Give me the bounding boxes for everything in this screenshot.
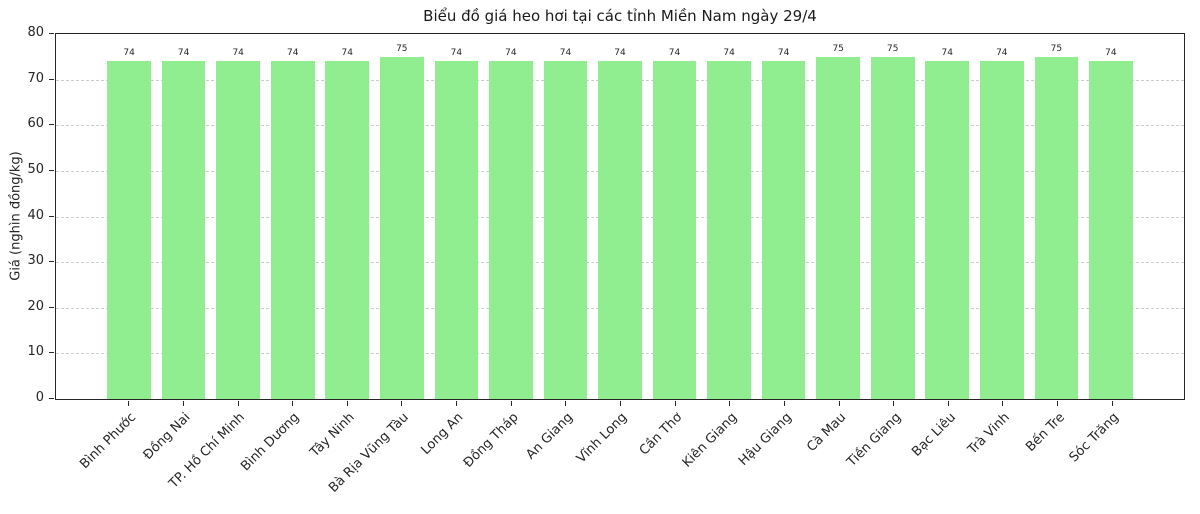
bar xyxy=(1034,56,1079,399)
x-tick-mark xyxy=(838,401,840,406)
x-tick-mark xyxy=(674,401,676,406)
y-tick-mark xyxy=(49,352,54,353)
x-tick-label: An Giang xyxy=(523,410,576,463)
bar-value-label: 75 xyxy=(832,43,844,54)
y-tick-label: 20 xyxy=(27,299,44,314)
y-tick-mark xyxy=(49,216,54,217)
x-tick-mark xyxy=(401,401,403,406)
x-tick-label: Đồng Tháp xyxy=(460,410,522,471)
y-tick-mark xyxy=(49,124,54,125)
y-tick-label: 60 xyxy=(27,116,44,131)
y-tick-label: 40 xyxy=(27,208,44,223)
bar xyxy=(161,61,206,399)
y-tick-label: 80 xyxy=(27,25,44,40)
x-tick-label: Bình Dương xyxy=(238,410,303,475)
bar xyxy=(216,61,260,399)
bar-value-label: 74 xyxy=(777,48,790,59)
bar xyxy=(107,61,151,399)
x-tick-label: Bến Tre xyxy=(1022,410,1068,455)
y-tick-label: 70 xyxy=(27,71,44,86)
bar-value-label: 74 xyxy=(450,48,463,59)
x-tick-mark xyxy=(292,401,294,406)
bar xyxy=(489,61,533,399)
bar-value-label: 74 xyxy=(668,48,681,59)
x-tick-mark xyxy=(182,401,184,406)
x-tick-label: Long An xyxy=(418,410,467,458)
x-tick-label: Tây Ninh xyxy=(307,410,358,461)
x-tick-mark xyxy=(1057,401,1059,406)
x-tick-mark xyxy=(1111,401,1113,406)
x-tick-mark xyxy=(1002,401,1004,406)
bar-value-label: 74 xyxy=(614,48,626,59)
bar xyxy=(434,61,479,399)
x-tick-label: Sóc Trăng xyxy=(1067,410,1123,466)
x-tick-mark xyxy=(237,401,239,406)
bar-value-label: 74 xyxy=(723,48,735,59)
y-tick-label: 50 xyxy=(27,162,44,177)
bar-value-label: 75 xyxy=(396,43,408,54)
x-tick-mark xyxy=(620,401,621,406)
x-tick-mark xyxy=(456,401,458,406)
y-tick-mark xyxy=(49,79,54,80)
x-tick-label: Đồng Nai xyxy=(140,410,194,464)
bar xyxy=(380,56,424,399)
plot-area: 74 74 74 74 74 75 74 74 74 74 74 74 74 75 75 74 74 75 74 xyxy=(55,33,1185,400)
bars-layer: 74 74 74 74 74 75 74 74 74 74 74 74 74 75 75 74 74 75 74 xyxy=(56,34,1184,399)
bar-value-label: 74 xyxy=(996,48,1008,59)
bar-value-label: 74 xyxy=(177,48,190,59)
bar-value-label: 75 xyxy=(1050,43,1063,54)
x-tick-label: Hậu Giang xyxy=(735,410,795,469)
bar-value-label: 75 xyxy=(886,43,899,54)
x-axis: Bình Phước Đồng Nai TP. Hồ Chí Minh Bình Dư… xyxy=(55,401,1185,513)
y-tick-mark xyxy=(49,170,54,171)
y-tick-label: 30 xyxy=(27,253,44,268)
bar xyxy=(270,61,315,399)
x-tick-label: Bình Phước xyxy=(76,410,139,472)
x-tick-label: Trà Vinh xyxy=(965,410,1014,458)
bar-value-label: 74 xyxy=(286,48,299,59)
bar xyxy=(816,56,860,399)
bar-value-label: 74 xyxy=(1105,48,1117,59)
x-tick-label: Bạc Liêu xyxy=(908,410,959,460)
x-tick-mark xyxy=(346,401,348,406)
bar xyxy=(707,61,751,399)
bar-value-label: 74 xyxy=(941,48,953,59)
bar xyxy=(543,61,588,399)
x-tick-mark xyxy=(893,401,895,406)
x-tick-mark xyxy=(783,401,785,406)
bar-value-label: 74 xyxy=(232,48,244,59)
x-tick-mark xyxy=(947,401,949,406)
bar-value-label: 74 xyxy=(123,48,135,59)
bar xyxy=(598,61,642,399)
y-tick-label: 0 xyxy=(35,390,44,405)
x-tick-mark xyxy=(128,401,130,406)
bar-value-label: 74 xyxy=(341,48,353,59)
x-tick-mark xyxy=(565,401,567,406)
x-tick-label: Tiền Giang xyxy=(843,410,904,470)
x-tick-label: Cần Thơ xyxy=(636,410,686,459)
bar-value-label: 74 xyxy=(505,48,517,59)
bar xyxy=(925,61,970,399)
x-tick-label: Cà Mau xyxy=(804,410,850,455)
bar xyxy=(325,61,370,399)
chart-title: Biểu đồ giá heo hơi tại các tỉnh Miền Na… xyxy=(423,7,817,25)
x-tick-label: Vĩnh Long xyxy=(574,410,631,467)
x-tick-mark xyxy=(510,401,512,406)
x-tick-mark xyxy=(729,401,731,406)
y-axis: 0 10 20 30 40 50 60 70 80 xyxy=(0,25,55,405)
x-tick-label: Kiên Giang xyxy=(679,410,740,471)
y-tick-mark xyxy=(49,261,54,262)
bar-value-label: 74 xyxy=(559,48,572,59)
bar xyxy=(761,61,806,399)
y-tick-label: 10 xyxy=(27,344,44,359)
bar xyxy=(870,56,915,399)
bar xyxy=(652,61,697,399)
bar xyxy=(980,61,1024,399)
y-tick-mark xyxy=(49,307,54,308)
y-tick-mark xyxy=(49,33,54,34)
bar xyxy=(1089,61,1133,399)
y-tick-mark xyxy=(49,398,54,399)
